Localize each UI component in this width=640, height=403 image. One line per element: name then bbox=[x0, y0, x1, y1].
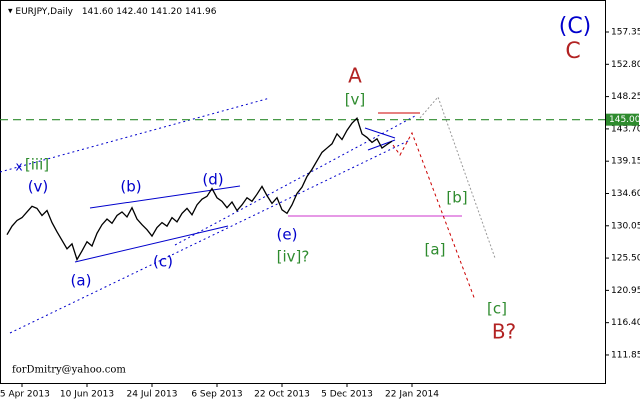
y-tick-label: 152.80 bbox=[611, 60, 640, 70]
x-tick-label: 10 Jun 2013 bbox=[60, 390, 114, 400]
wave-label: [b] bbox=[446, 189, 467, 207]
level-label: 145.00 bbox=[609, 115, 640, 125]
y-tick-label: 134.60 bbox=[611, 189, 640, 199]
y-tick-label: 143.70 bbox=[611, 124, 640, 134]
y-tick-label: 157.35 bbox=[611, 28, 640, 38]
channel-line bbox=[174, 115, 416, 246]
trend-line bbox=[89, 185, 241, 209]
wave-label: (v) bbox=[28, 178, 49, 196]
channel-line bbox=[9, 139, 411, 334]
symbol: EURJPY,Daily bbox=[15, 7, 73, 17]
ohlc: 141.60 bbox=[82, 7, 114, 17]
x-tick-label: 22 Jan 2014 bbox=[385, 390, 439, 400]
wave-label: A bbox=[348, 64, 362, 88]
wave-label: x bbox=[15, 160, 22, 174]
level-label-box bbox=[606, 113, 639, 126]
y-tick-label: 139.15 bbox=[611, 157, 640, 167]
y-tick-label: 148.25 bbox=[611, 92, 640, 102]
wave-label: (a) bbox=[71, 272, 92, 290]
wave-label: [iv]? bbox=[277, 248, 310, 266]
wave-label: (c) bbox=[153, 253, 173, 271]
forecast-path bbox=[419, 96, 496, 259]
channel-line bbox=[0, 97, 271, 173]
wave-label: [v] bbox=[345, 91, 366, 109]
wave-label: C bbox=[565, 39, 580, 64]
wave-label: [c] bbox=[487, 300, 507, 318]
x-tick-label: 25 Apr 2013 bbox=[0, 390, 50, 400]
symbol-header: ▾ EURJPY,Daily 141.60 142.40 141.20 141.… bbox=[8, 7, 217, 17]
drawings bbox=[0, 96, 496, 334]
y-tick-label: 125.50 bbox=[611, 254, 640, 264]
wave-label: (e) bbox=[277, 226, 298, 244]
wave-label: B? bbox=[492, 320, 516, 344]
x-tick-label: 24 Jul 2013 bbox=[127, 390, 178, 400]
wave-label: (C) bbox=[559, 14, 592, 39]
footer: forDmitry@yahoo.com bbox=[12, 365, 126, 376]
wave-label: [iii] bbox=[25, 156, 49, 174]
trend-line bbox=[74, 225, 229, 263]
ohlc: 142.40 bbox=[116, 7, 148, 17]
y-tick-label: 116.40 bbox=[611, 318, 640, 328]
x-tick-label: 5 Dec 2013 bbox=[321, 390, 373, 400]
forecast-path bbox=[392, 131, 476, 301]
price-line bbox=[6, 117, 393, 262]
ohlc: 141.96 bbox=[185, 7, 217, 17]
wave-label: (b) bbox=[120, 178, 141, 196]
y-tick-label: 130.05 bbox=[611, 221, 640, 231]
trend-line bbox=[364, 127, 396, 139]
wave-label: (d) bbox=[202, 171, 223, 189]
ohlc: 141.20 bbox=[151, 7, 183, 17]
y-tick-label: 120.95 bbox=[611, 286, 640, 296]
y-tick-label: 111.85 bbox=[611, 350, 640, 360]
x-tick-label: 22 Oct 2013 bbox=[254, 390, 310, 400]
x-tick-label: 6 Sep 2013 bbox=[191, 390, 242, 400]
wave-label: [a] bbox=[425, 241, 446, 259]
